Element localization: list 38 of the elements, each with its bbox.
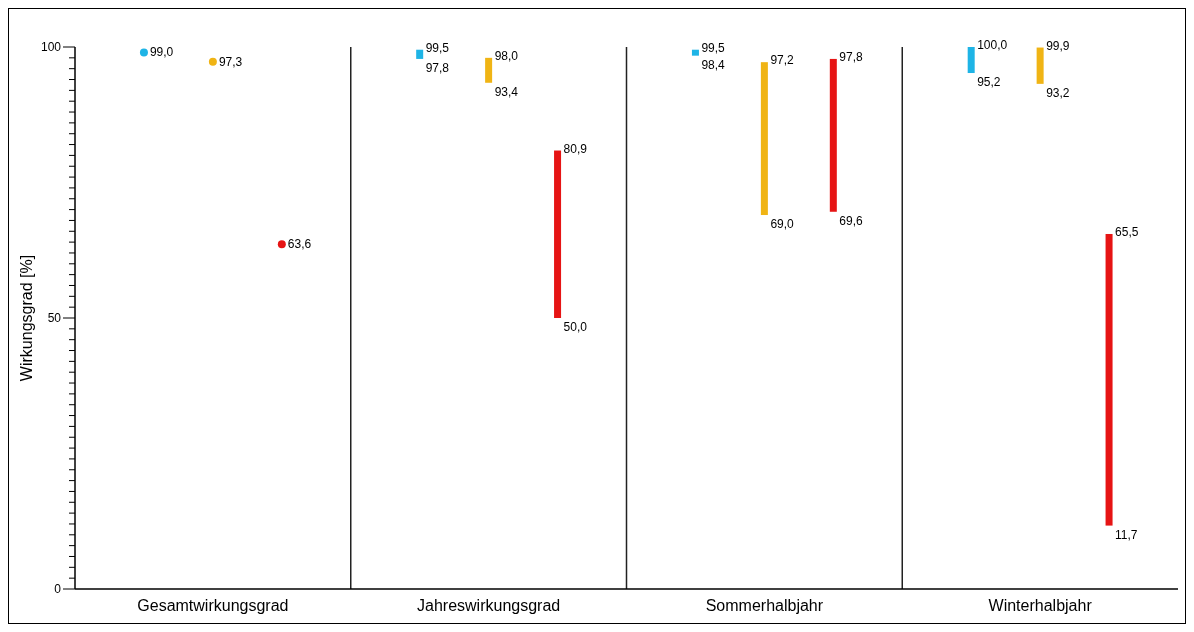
y-axis-title: Wirkungsgrad [%] bbox=[18, 254, 35, 382]
y-tick-label: 50 bbox=[47, 311, 62, 326]
annotation: 97,8 bbox=[839, 49, 863, 64]
annotation: 98,4 bbox=[701, 57, 726, 72]
bar bbox=[967, 47, 975, 74]
annotation: 99,9 bbox=[1046, 38, 1070, 53]
bar bbox=[554, 150, 562, 318]
bar bbox=[760, 62, 768, 216]
annotation: 11,7 bbox=[1115, 527, 1138, 542]
annotation: 97,2 bbox=[770, 53, 795, 68]
annotation: 50,0 bbox=[563, 320, 588, 334]
annotation: 69,0 bbox=[770, 217, 795, 232]
x-tick-label: Sommerhalbjahr bbox=[705, 597, 824, 614]
annotation: 65,5 bbox=[1115, 224, 1139, 239]
bar bbox=[691, 49, 699, 56]
y-tick-label: 0 bbox=[54, 582, 62, 597]
bar bbox=[485, 57, 493, 83]
x-tick-label: Jahreswirkungsgrad bbox=[417, 597, 561, 614]
bar bbox=[1036, 47, 1044, 84]
annotation: 98,0 bbox=[494, 48, 519, 63]
annotation: 99,5 bbox=[425, 40, 450, 55]
annotation: 63,6 bbox=[287, 237, 312, 252]
annotation: 69,6 bbox=[839, 213, 863, 228]
x-tick-label: Winterhalbjahr bbox=[988, 597, 1093, 614]
annotation: 99,5 bbox=[701, 40, 726, 55]
x-tick-label: Gesamtwirkungsgrad bbox=[137, 597, 289, 614]
annotation: 93,2 bbox=[1046, 85, 1070, 100]
bar bbox=[1105, 233, 1113, 526]
annotation: 80,9 bbox=[563, 141, 588, 156]
annotation: 95,2 bbox=[977, 75, 1001, 90]
annotation: 99,0 bbox=[149, 45, 174, 60]
annotation: 100,0 bbox=[977, 38, 1008, 52]
annotation: 97,3 bbox=[218, 54, 243, 69]
bar bbox=[829, 58, 837, 212]
y-tick-label: 100 bbox=[40, 40, 62, 55]
annotation: 97,8 bbox=[425, 60, 450, 75]
bar bbox=[416, 49, 424, 59]
annotation: 93,4 bbox=[494, 84, 519, 99]
